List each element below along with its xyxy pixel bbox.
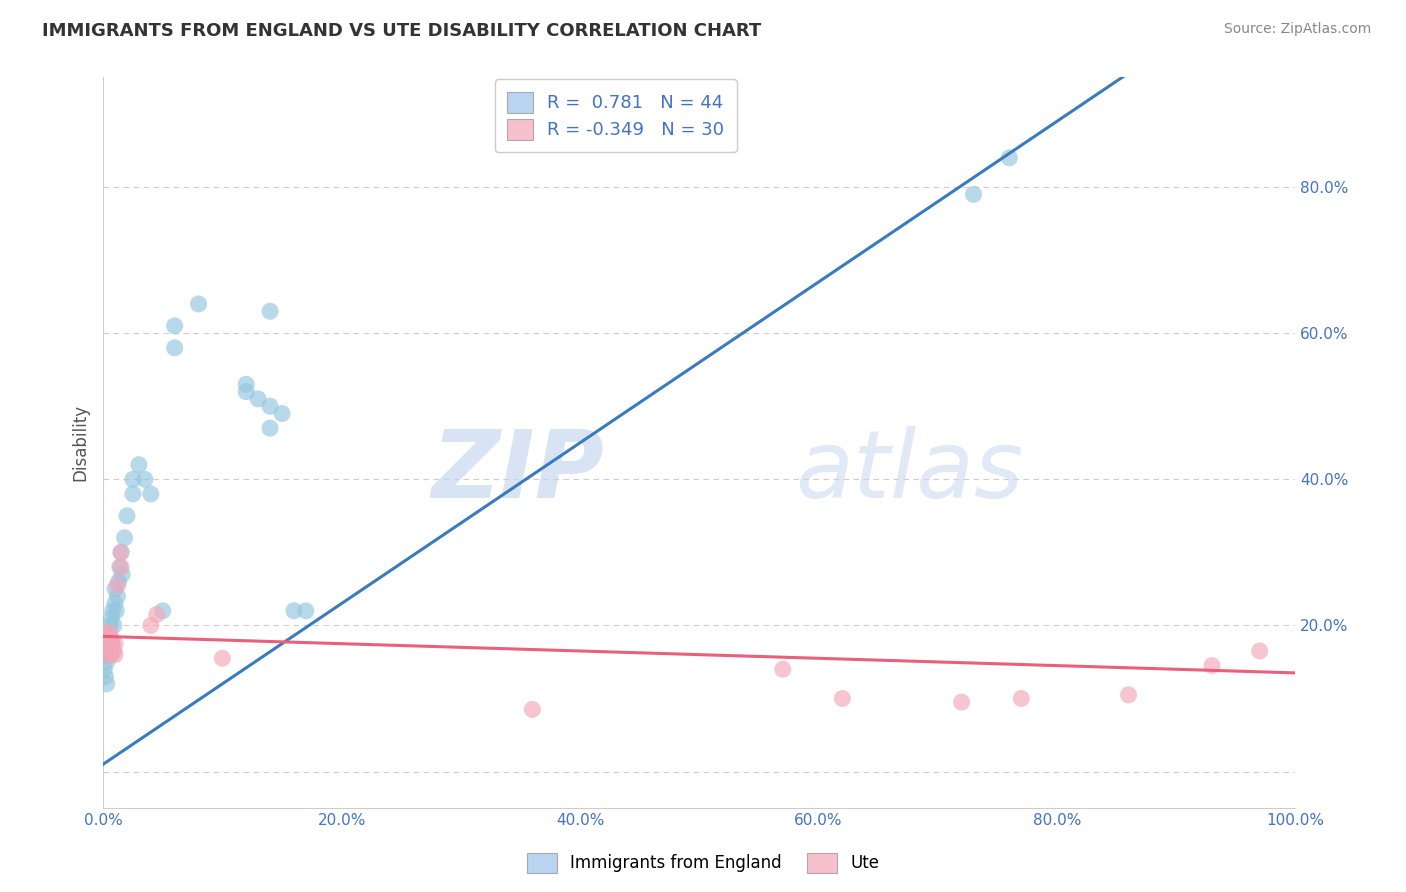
Point bbox=[247, 392, 270, 406]
Point bbox=[104, 597, 127, 611]
Text: atlas: atlas bbox=[794, 426, 1024, 517]
Point bbox=[107, 589, 129, 603]
Point bbox=[101, 637, 124, 651]
Point bbox=[146, 607, 169, 622]
Point bbox=[831, 691, 853, 706]
Text: IMMIGRANTS FROM ENGLAND VS UTE DISABILITY CORRELATION CHART: IMMIGRANTS FROM ENGLAND VS UTE DISABILIT… bbox=[42, 22, 762, 40]
Point bbox=[259, 399, 281, 413]
Point bbox=[998, 151, 1021, 165]
Point bbox=[295, 604, 318, 618]
Point bbox=[115, 508, 138, 523]
Point bbox=[101, 604, 124, 618]
Point bbox=[1010, 691, 1032, 706]
Point bbox=[93, 662, 115, 676]
Point bbox=[97, 648, 120, 662]
Point bbox=[259, 304, 281, 318]
Text: ZIP: ZIP bbox=[432, 426, 605, 518]
Point bbox=[94, 669, 117, 683]
Point bbox=[93, 648, 115, 662]
Point bbox=[235, 377, 257, 392]
Point bbox=[111, 567, 134, 582]
Point bbox=[100, 611, 122, 625]
Point bbox=[962, 187, 984, 202]
Point bbox=[110, 560, 132, 574]
Point bbox=[105, 604, 128, 618]
Point bbox=[98, 648, 121, 662]
Point bbox=[97, 633, 120, 648]
Point bbox=[107, 574, 129, 589]
Point bbox=[108, 560, 131, 574]
Point bbox=[98, 625, 121, 640]
Point bbox=[283, 604, 305, 618]
Point bbox=[950, 695, 973, 709]
Point bbox=[1249, 644, 1271, 658]
Legend: Immigrants from England, Ute: Immigrants from England, Ute bbox=[520, 847, 886, 880]
Point bbox=[98, 640, 121, 655]
Point bbox=[122, 487, 145, 501]
Point bbox=[152, 604, 174, 618]
Text: Source: ZipAtlas.com: Source: ZipAtlas.com bbox=[1223, 22, 1371, 37]
Point bbox=[772, 662, 794, 676]
Point bbox=[96, 655, 118, 669]
Point bbox=[1201, 658, 1223, 673]
Point bbox=[100, 633, 122, 648]
Point bbox=[134, 472, 156, 486]
Point bbox=[235, 384, 257, 399]
Point bbox=[104, 637, 127, 651]
Point bbox=[187, 297, 209, 311]
Point bbox=[96, 633, 118, 648]
Point bbox=[114, 531, 136, 545]
Point bbox=[128, 458, 150, 472]
Point bbox=[522, 702, 544, 716]
Point bbox=[96, 625, 118, 640]
Point bbox=[98, 625, 121, 640]
Point bbox=[163, 341, 186, 355]
Point bbox=[107, 578, 129, 592]
Point bbox=[110, 545, 132, 559]
Point bbox=[139, 618, 162, 632]
Point bbox=[1118, 688, 1140, 702]
Point bbox=[96, 677, 118, 691]
Point bbox=[98, 640, 121, 655]
Point bbox=[100, 648, 122, 662]
Point bbox=[98, 618, 121, 632]
Point bbox=[139, 487, 162, 501]
Point bbox=[103, 618, 125, 632]
Y-axis label: Disability: Disability bbox=[72, 404, 89, 482]
Point bbox=[98, 629, 121, 643]
Point bbox=[97, 633, 120, 648]
Point bbox=[259, 421, 281, 435]
Point bbox=[122, 472, 145, 486]
Point bbox=[110, 545, 132, 559]
Point bbox=[104, 582, 127, 596]
Point bbox=[94, 640, 117, 655]
Point bbox=[211, 651, 233, 665]
Point bbox=[98, 637, 121, 651]
Point bbox=[271, 407, 294, 421]
Point bbox=[97, 637, 120, 651]
Point bbox=[104, 648, 127, 662]
Point bbox=[100, 633, 122, 648]
Point bbox=[163, 318, 186, 333]
Legend: R =  0.781   N = 44, R = -0.349   N = 30: R = 0.781 N = 44, R = -0.349 N = 30 bbox=[495, 79, 737, 153]
Point bbox=[103, 644, 125, 658]
